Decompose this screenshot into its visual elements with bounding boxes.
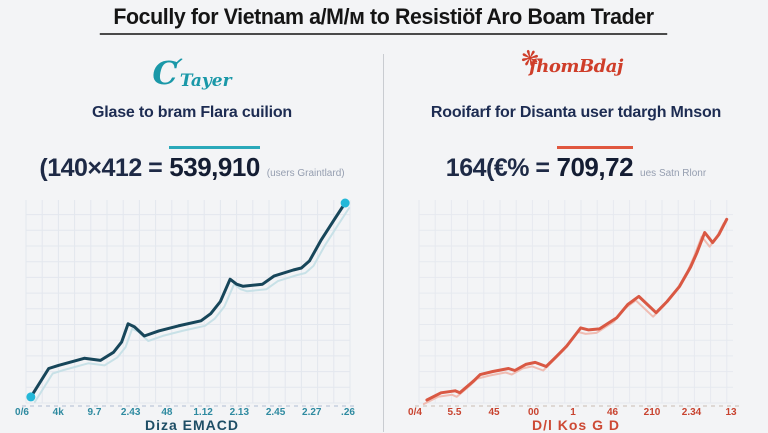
x-tick-label: 2.34	[682, 407, 702, 418]
right-subtitle: Rooifarf for Disanta user tdargh Mnson	[430, 104, 722, 121]
flower-icon: ❋	[518, 44, 543, 73]
logo-c-glyph: C	[152, 54, 178, 92]
left-logo-row: C ✓ Tayer	[0, 52, 384, 98]
right-axis-title: D/l Kos G D	[531, 417, 620, 433]
x-tick-label: 2.13	[230, 407, 250, 418]
right-equation-value: 709,72	[556, 146, 634, 183]
header: Focully for Vietnam a/M/м to Resistiöf A…	[0, 4, 768, 35]
x-tick-label: 9.7	[87, 407, 101, 418]
x-tick-label: 1	[570, 407, 576, 418]
left-equation-value: 539,910	[169, 146, 260, 183]
x-tick-label: 4k	[53, 407, 65, 418]
left-stat-equation: (140×412 = 539,910 (users Graintlard)	[0, 146, 384, 183]
left-equation-prefix: (140×412 =	[39, 154, 163, 182]
x-tick-label: .26	[341, 407, 355, 418]
x-tick-label: 2.45	[266, 407, 286, 418]
x-tick-label: 210	[644, 407, 661, 418]
right-equation-prefix: 164(€% =	[445, 154, 550, 182]
x-tick-label: 45	[488, 407, 500, 418]
panel-right: ❋ fhomBdaj Rooifarf for Disanta user tdar…	[384, 0, 768, 433]
x-tick-label: 2.27	[302, 407, 322, 418]
x-tick-label: 2.43	[121, 407, 141, 418]
left-axis-title: Diza EMACD	[144, 417, 239, 433]
left-subtitle: Glase to bram Flara cuilion	[92, 104, 292, 121]
x-tick-label: 00	[528, 407, 540, 418]
right-line-chart: 0/4 5.5 45 00 1 46 210 2.34 13	[408, 200, 739, 418]
left-equation-units: (users Graintlard)	[266, 168, 345, 179]
swoosh-icon: ✓	[170, 52, 186, 72]
page-title: Focully for Vietnam a/M/м to Resistiöf A…	[100, 4, 668, 35]
right-equation-units: ues Satn Rlonr	[640, 168, 707, 179]
x-tick-label: 1.12	[193, 407, 213, 418]
logo-text: fhomBdaj	[529, 56, 623, 77]
right-stat-equation: 164(€% = 709,72 ues Satn Rlonr	[384, 146, 768, 183]
x-tick-label: 13	[725, 407, 737, 418]
x-tick-label: 46	[607, 407, 619, 418]
x-tick-label: 5.5	[448, 407, 462, 418]
x-tick-label: 0/4	[408, 407, 422, 418]
x-tick-label: 48	[161, 407, 173, 418]
panel-left: C ✓ Tayer Glase to bram Flara cuilion (140…	[0, 0, 384, 433]
right-logo-row: ❋ fhomBdaj	[384, 44, 768, 98]
tayer-logo: C ✓ Tayer	[152, 52, 232, 92]
left-line-chart: 0/6 4k 9.7 2.43 48 1.12 2.13 2.45 2.27 .26	[15, 198, 356, 418]
fhombdaj-logo: ❋ fhomBdaj	[518, 44, 623, 77]
x-tick-label: 0/6	[15, 407, 29, 418]
logo-text: Tayer	[179, 71, 232, 91]
panel-divider	[383, 54, 384, 432]
